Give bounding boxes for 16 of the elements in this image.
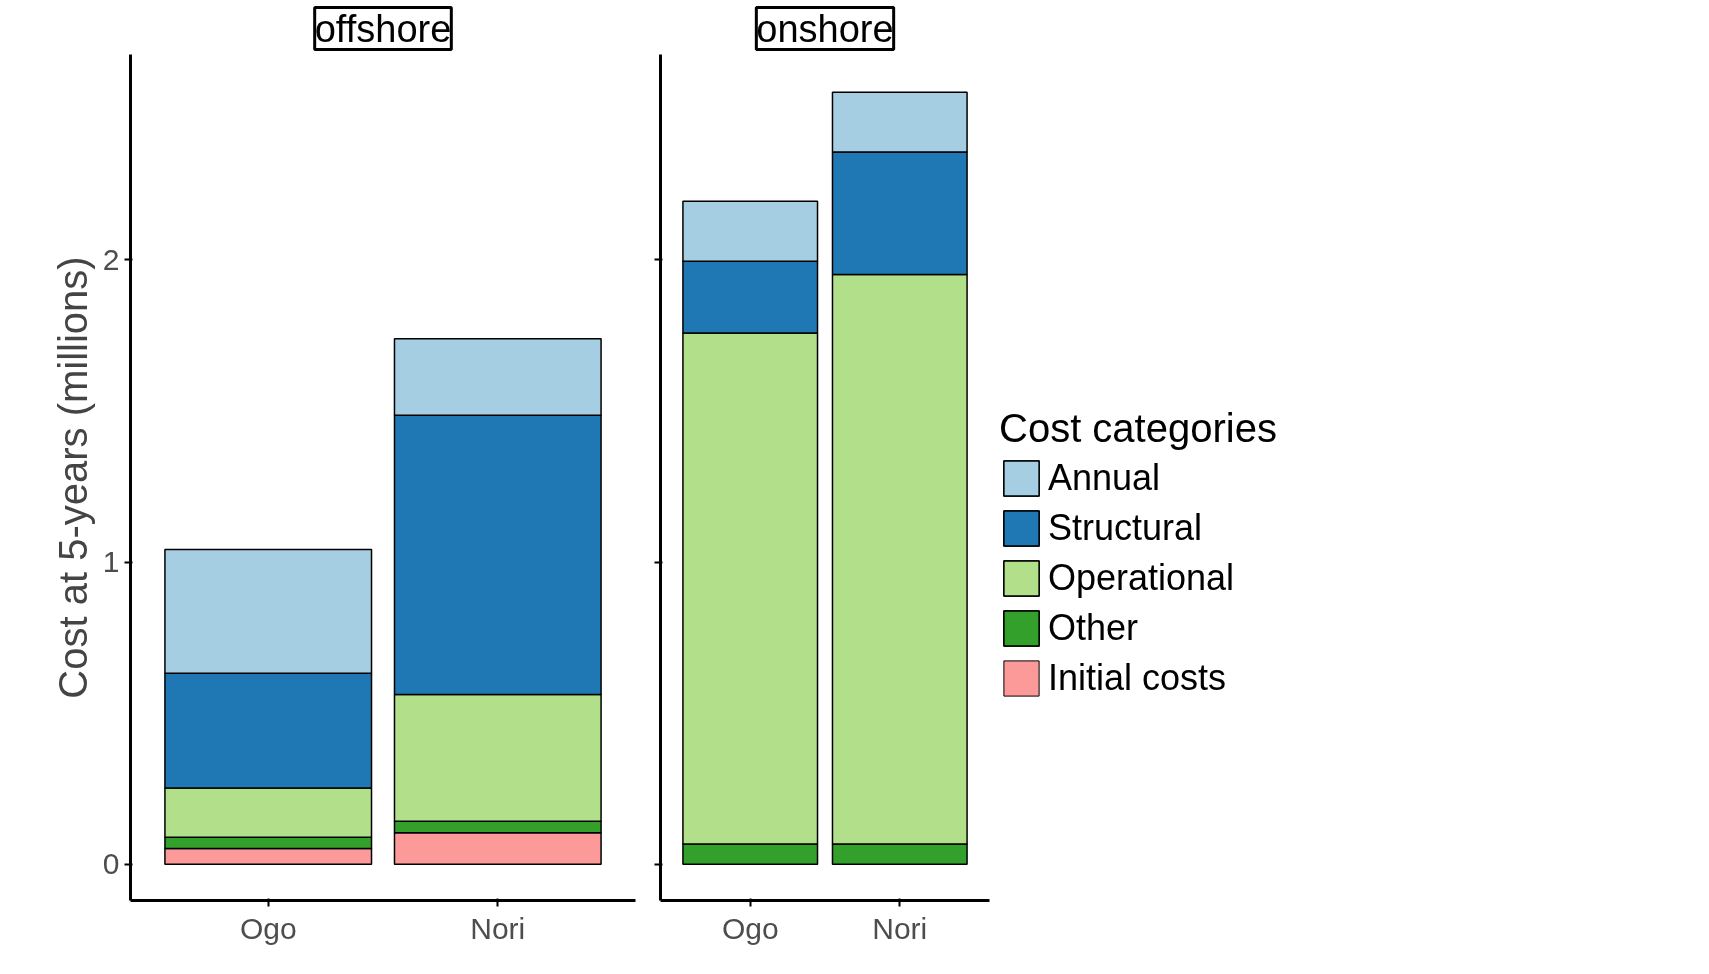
y-tick-label: 2 [102, 242, 120, 276]
legend-label: Initial costs [1048, 657, 1227, 699]
legend-title: Cost categories [999, 406, 1277, 451]
legend-label: Operational [1048, 557, 1235, 599]
legend-label: Other [1048, 607, 1139, 649]
legend-label: Structural [1048, 507, 1203, 549]
legend-label: Annual [1048, 457, 1161, 499]
x-tick-label: Ogo [721, 911, 779, 945]
y-tick-label: 0 [102, 847, 120, 881]
x-tick-label: Nori [470, 911, 526, 945]
y-tick-label: 1 [102, 545, 120, 579]
chart-title: offshore [314, 7, 452, 50]
x-tick-label: Ogo [239, 911, 297, 945]
x-tick-label: Nori [872, 911, 928, 945]
chart-title: onshore [756, 7, 894, 50]
y-axis-title: Cost at 5-years (millions) [50, 256, 95, 699]
